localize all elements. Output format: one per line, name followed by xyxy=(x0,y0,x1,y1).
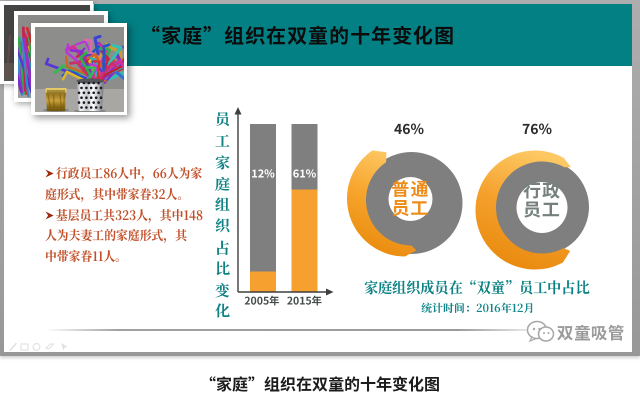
svg-text:12%: 12% xyxy=(251,166,275,182)
svg-text:2005年: 2005年 xyxy=(244,294,279,309)
svg-text:员工: 员工 xyxy=(392,195,430,221)
svg-text:员工: 员工 xyxy=(523,196,561,222)
svg-text:61%: 61% xyxy=(293,166,317,182)
svg-text:行政: 行政 xyxy=(523,177,561,203)
svg-text:普通: 普通 xyxy=(392,176,430,202)
svg-text:2015年: 2015年 xyxy=(287,294,322,309)
